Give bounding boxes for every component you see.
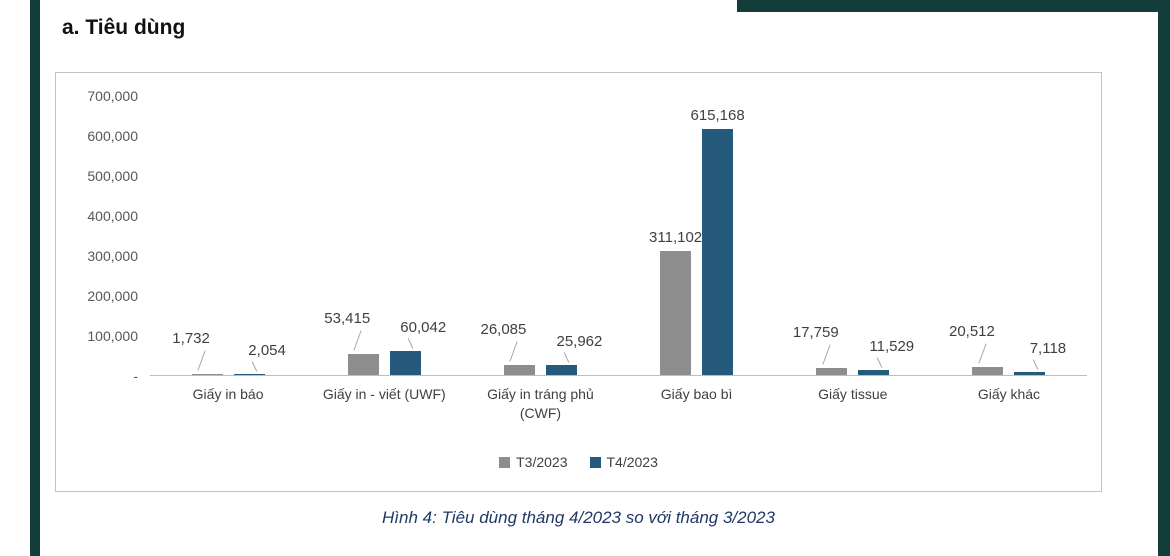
x-axis-category-label: Giấy in - viết (UWF): [322, 386, 446, 402]
page-border-top: [737, 0, 1158, 12]
legend-swatch-icon: [499, 456, 511, 468]
bar-value-label: 25,962: [556, 333, 603, 350]
bar-group: 26,085 25,962: [462, 96, 618, 375]
bar-group: 311,102 615,168: [619, 96, 775, 375]
bar-value-label: 26,085: [480, 321, 527, 338]
legend-label: T4/2023: [606, 454, 658, 470]
bar-t4-2023: [858, 370, 890, 375]
bar-value-label: 53,415: [324, 310, 371, 327]
bar-value-label: 615,168: [690, 107, 745, 124]
leader-line: [978, 343, 987, 364]
leader-line: [822, 344, 831, 365]
legend-item: T4/2023: [589, 454, 658, 470]
legend-label: T3/2023: [516, 454, 568, 470]
y-tick-label: 600,000: [87, 128, 138, 144]
y-tick-label: -: [133, 368, 138, 384]
section-title: a. Tiêu dùng: [62, 16, 186, 39]
legend-swatch-icon: [589, 456, 601, 468]
bar-t3-2023: [972, 367, 1004, 375]
leader-line: [564, 352, 570, 363]
legend: T3/2023 T4/2023: [56, 454, 1101, 470]
leader-line: [353, 330, 362, 351]
y-tick-label: 200,000: [87, 288, 138, 304]
bar-t3-2023: [660, 251, 692, 375]
figure-caption: Hình 4: Tiêu dùng tháng 4/2023 so với th…: [382, 508, 775, 527]
y-tick-label: 100,000: [87, 328, 138, 344]
bar-t3-2023: [191, 374, 223, 375]
x-axis-category-label: Giấy in báo: [192, 386, 264, 402]
bar-t3-2023: [816, 368, 848, 375]
bar-t4-2023: [545, 365, 577, 375]
x-axis-category-label: Giấy khác: [977, 386, 1041, 402]
bar-t3-2023: [347, 354, 379, 375]
x-axis-category-label: Giấy bao bì: [660, 386, 733, 402]
bar-value-label: 2,054: [248, 342, 286, 359]
bar-group: 17,759 11,529: [775, 96, 931, 375]
page-border-left: [30, 0, 40, 556]
bar-value-label: 20,512: [948, 323, 995, 340]
bar-t3-2023: [503, 365, 535, 375]
leader-line: [1032, 359, 1039, 370]
legend-item: T3/2023: [499, 454, 568, 470]
x-axis-labels: Giấy in báo Giấy in - viết (UWF) Giấy in t…: [150, 385, 1087, 423]
plot-area: 1,732 2,054 53,415 60,042 26,085 25,962 311,10…: [150, 96, 1087, 376]
bar-value-label: 311,102: [649, 229, 703, 246]
x-axis-category-label: Giấy tissue: [818, 386, 888, 402]
y-tick-label: 700,000: [87, 88, 138, 104]
bar-value-label: 1,732: [172, 330, 210, 347]
leader-line: [197, 350, 206, 371]
bar-value-label: 60,042: [400, 319, 447, 336]
leader-line: [509, 341, 518, 362]
bar-group: 20,512 7,118: [931, 96, 1087, 375]
leader-line: [407, 338, 414, 349]
chart-container: 700,000 600,000 500,000 400,000 300,000 200,0…: [55, 72, 1102, 492]
bar-t4-2023: [233, 374, 265, 375]
y-axis: 700,000 600,000 500,000 400,000 300,000 200,0…: [56, 88, 138, 388]
y-tick-label: 400,000: [87, 208, 138, 224]
bar-t4-2023: [702, 129, 734, 375]
leader-line: [251, 361, 258, 372]
y-tick-label: 300,000: [87, 248, 138, 264]
bar-t4-2023: [1014, 372, 1046, 375]
page-border-right: [1158, 0, 1170, 556]
x-axis-category-label: Giấy in tráng phủ (CWF): [487, 386, 594, 421]
leader-line: [876, 357, 883, 368]
bar-t4-2023: [389, 351, 421, 375]
bar-group: 53,415 60,042: [306, 96, 462, 375]
bar-value-label: 7,118: [1029, 340, 1067, 357]
bar-group: 1,732 2,054: [150, 96, 306, 375]
bar-value-label: 11,529: [869, 338, 915, 355]
bar-value-label: 17,759: [792, 324, 839, 341]
y-tick-label: 500,000: [87, 168, 138, 184]
